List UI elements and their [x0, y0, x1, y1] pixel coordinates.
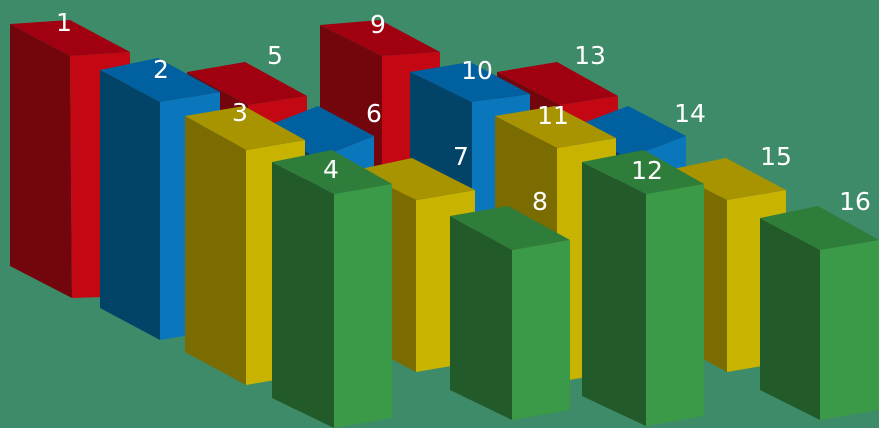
- box-right-face: [820, 240, 879, 420]
- box-right-face: [646, 184, 704, 426]
- box-number-label: 5: [267, 41, 283, 70]
- box-top-face: [356, 158, 475, 200]
- box-left-face: [760, 218, 820, 420]
- box-12: 12: [582, 150, 704, 426]
- box-right-face: [334, 184, 392, 428]
- box-left-face: [582, 162, 646, 426]
- box-number-label: 3: [232, 98, 248, 127]
- box-number-label: 14: [674, 99, 706, 128]
- box-number-label: 15: [760, 142, 792, 171]
- box-top-face: [185, 106, 305, 150]
- box-top-face: [760, 206, 879, 250]
- box-8: 8: [450, 187, 570, 420]
- box-left-face: [450, 216, 512, 420]
- box-top-face: [262, 106, 374, 158]
- box-top-face: [668, 158, 786, 200]
- box-number-label: 6: [366, 99, 382, 128]
- box-number-label: 10: [461, 56, 493, 85]
- box-top-face: [100, 58, 220, 102]
- box-top-face: [450, 206, 570, 250]
- box-right-face: [512, 240, 570, 420]
- box-top-face: [570, 106, 686, 158]
- box-left-face: [10, 24, 72, 298]
- box-top-face: [495, 106, 616, 148]
- box-number-label: 2: [153, 55, 169, 84]
- box-top-face: [497, 62, 618, 105]
- box-top-face: [187, 62, 307, 105]
- box-number-label: 8: [532, 187, 548, 216]
- box-top-face: [320, 20, 440, 56]
- box-top-face: [582, 150, 704, 194]
- box-left-face: [272, 162, 334, 428]
- box-number-label: 11: [537, 101, 569, 130]
- box-number-label: 7: [453, 142, 469, 171]
- box-4: 4: [272, 150, 392, 428]
- box-number-label: 4: [323, 155, 339, 184]
- box-left-face: [185, 116, 246, 385]
- box-top-face: [410, 62, 530, 102]
- box-number-label: 13: [574, 41, 606, 70]
- box-number-label: 12: [631, 156, 663, 185]
- box-number-label: 9: [370, 10, 386, 39]
- box-top-face: [10, 20, 130, 56]
- box-number-label: 16: [839, 187, 871, 216]
- box-left-face: [100, 70, 160, 340]
- box-16: 16: [760, 187, 879, 420]
- box-top-face: [272, 150, 392, 194]
- box-number-label: 1: [56, 8, 72, 37]
